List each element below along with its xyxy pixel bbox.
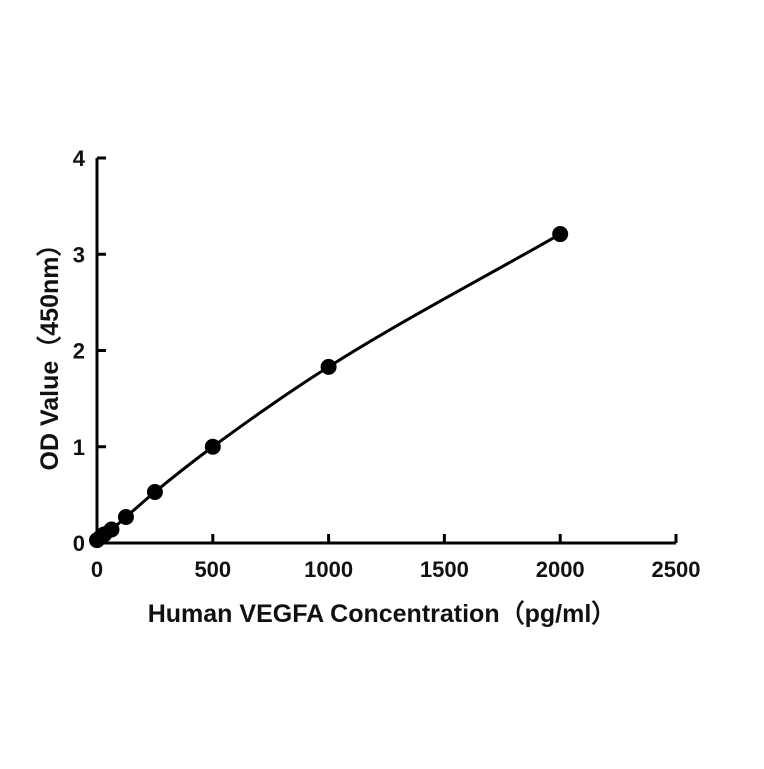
data-point [103, 521, 120, 538]
axes: 0 500 1000 1500 2000 2500 0 1 2 3 4 [73, 146, 701, 582]
x-tick-label: 1500 [420, 557, 469, 582]
x-tick-label: 2500 [652, 557, 701, 582]
y-tick-label: 4 [73, 146, 86, 171]
x-tick-label: 2000 [536, 557, 585, 582]
x-tick-label: 1000 [304, 557, 353, 582]
x-tick-label: 0 [91, 557, 103, 582]
fit-curve-group [96, 232, 561, 542]
y-axis-title: OD Value（450nm） [35, 232, 64, 471]
data-point [204, 438, 221, 455]
fit-curve [96, 232, 561, 542]
y-tick-label: 1 [73, 435, 85, 460]
data-point [320, 358, 337, 375]
data-point [552, 226, 569, 243]
data-point [117, 509, 134, 526]
x-axis-title: Human VEGFA Concentration（pg/ml） [148, 599, 617, 628]
y-tick-label: 3 [73, 242, 85, 267]
y-tick-label: 0 [73, 531, 85, 556]
data-point [146, 483, 163, 500]
y-tick-label: 2 [73, 339, 85, 364]
x-tick-label: 500 [194, 557, 231, 582]
data-points-group [89, 226, 569, 549]
